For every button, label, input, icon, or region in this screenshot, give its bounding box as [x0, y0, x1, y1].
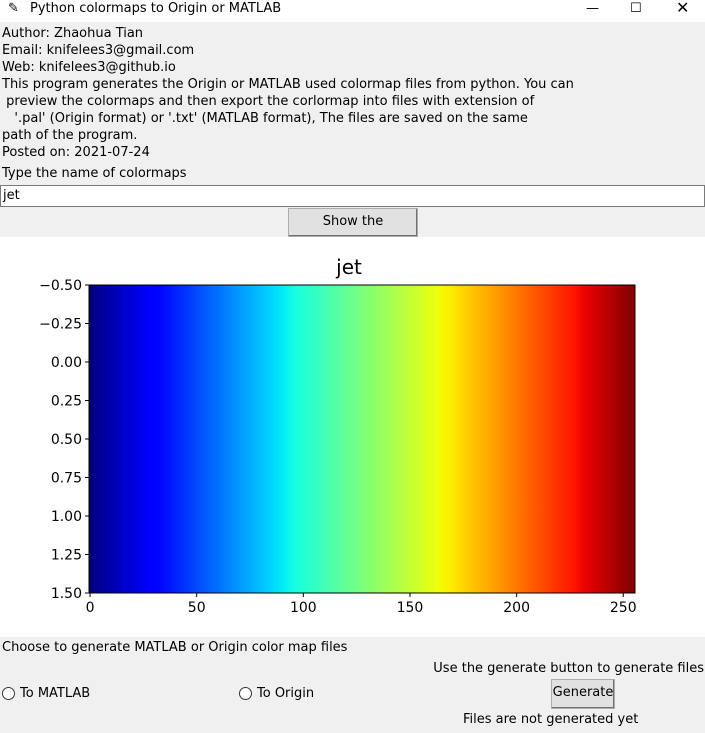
y-tick-label: 0.00: [51, 355, 82, 371]
info-line: Email: knifelees3@gmail.com: [2, 43, 195, 58]
chart: jet 0 50 100 150 200 250 −0.50 −0.25 0.00 0.25 0.5…: [39, 255, 637, 616]
radio-origin[interactable]: [239, 687, 252, 700]
info-line: Author: Zhaohua Tian: [2, 26, 144, 41]
chart-title: jet: [335, 255, 362, 279]
info-line: Web: knifelees3@github.io: [2, 60, 176, 75]
x-tick-label: 200: [503, 600, 530, 616]
x-tick-label: 100: [290, 600, 317, 616]
title-bar: ✎ Python colormaps to Origin or MATLAB —…: [0, 0, 705, 22]
x-tick-label: 150: [397, 600, 424, 616]
x-tick-label: 0: [86, 600, 95, 616]
close-button[interactable]: ✕: [676, 0, 690, 17]
export-status: Files are not generated yet: [463, 712, 639, 727]
y-tick-label: 0.50: [51, 432, 82, 448]
generate-button[interactable]: Generate: [551, 679, 615, 709]
colormap-input[interactable]: jet: [0, 185, 705, 207]
option-label: To MATLAB: [20, 686, 91, 701]
window-title: Python colormaps to Origin or MATLAB: [30, 1, 282, 16]
y-tick-label: 1.25: [51, 548, 82, 564]
input-value: jet: [3, 188, 20, 203]
info-line: preview the colormaps and then export th…: [2, 94, 535, 109]
y-tick-label: 1.50: [51, 586, 82, 602]
export-hint: Use the generate button to generate file…: [433, 661, 704, 676]
x-tick-label: 250: [610, 600, 637, 616]
info-line: This program generates the Origin or MAT…: [2, 77, 574, 92]
option-label: To Origin: [257, 686, 315, 701]
y-tick-label: −0.50: [39, 278, 82, 294]
show-button[interactable]: Show the colormaps: [288, 208, 418, 255]
y-tick-label: 0.75: [51, 471, 82, 487]
radio-matlab[interactable]: [2, 687, 15, 700]
plot-area: jet 0 50 100 150 200 250 −0.50 −0.25 0.00 0.25 0.5…: [0, 237, 705, 637]
maximize-button[interactable]: ☐: [630, 1, 642, 16]
y-tick-label: 1.00: [51, 509, 82, 525]
info-line: path of the program.: [2, 128, 138, 143]
app-icon: ✎: [8, 1, 19, 16]
x-tick-label: 50: [188, 600, 206, 616]
y-tick-label: −0.25: [39, 317, 82, 333]
minimize-button[interactable]: —: [586, 1, 599, 16]
export-prompt: Choose to generate MATLAB or Origin colo…: [2, 640, 348, 655]
y-tick-label: 0.25: [51, 394, 82, 410]
colormap-image: [89, 285, 635, 593]
input-label: Type the name of colormaps: [2, 166, 187, 181]
info-line: '.pal' (Origin format) or '.txt' (MATLAB…: [2, 111, 528, 126]
info-line: Posted on: 2021-07-24: [2, 145, 150, 160]
